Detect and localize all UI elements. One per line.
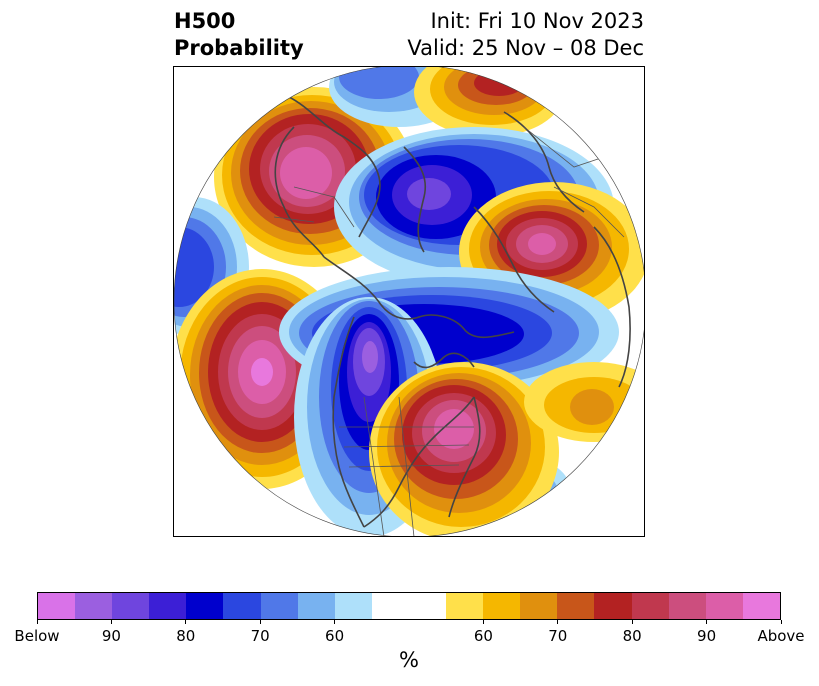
colorbar-segment	[75, 593, 113, 619]
colorbar-segment	[631, 593, 669, 619]
map-panel	[173, 66, 645, 537]
colorbar-segment	[483, 593, 521, 619]
colorbar-tick-mark	[185, 620, 187, 624]
title-quantity: Probability	[174, 36, 304, 60]
colorbar-segment	[520, 593, 558, 619]
colorbar-segment	[557, 593, 595, 619]
chart-title-left: H500 Probability	[174, 8, 304, 62]
colorbar-tick-mark	[259, 620, 261, 624]
colorbar	[37, 592, 781, 620]
chart-title-right: Init: Fri 10 Nov 2023 Valid: 25 Nov – 08…	[407, 8, 644, 62]
colorbar-tick-mark	[110, 620, 112, 624]
colorbar-tick-label: 70	[250, 627, 270, 645]
anomaly-above-eastna	[369, 362, 559, 536]
colorbar-segment	[446, 593, 484, 619]
colorbar-segment	[371, 593, 409, 619]
probability-map	[174, 67, 644, 536]
colorbar-segment	[112, 593, 150, 619]
colorbar-tick-label: 90	[697, 627, 717, 645]
colorbar-segment	[149, 593, 187, 619]
colorbar-segment	[186, 593, 224, 619]
colorbar-segment	[594, 593, 632, 619]
colorbar-label: %	[399, 648, 419, 672]
colorbar-segment	[742, 593, 780, 619]
colorbar-tick-mark	[780, 620, 782, 624]
colorbar-tick-label: Below	[14, 627, 60, 645]
title-init-date: Init: Fri 10 Nov 2023	[430, 9, 644, 33]
anomaly-above-atlantic	[524, 362, 644, 442]
colorbar-tick-label: 80	[622, 627, 642, 645]
colorbar-tick-label: 60	[473, 627, 493, 645]
colorbar-segment	[408, 593, 447, 619]
colorbar-segment	[260, 593, 298, 619]
title-variable: H500	[174, 9, 236, 33]
coastlines	[274, 96, 631, 528]
title-valid-range: Valid: 25 Nov – 08 Dec	[407, 36, 644, 60]
colorbar-tick-label: 80	[176, 627, 196, 645]
colorbar-tick-label: Above	[757, 627, 805, 645]
colorbar-tick-mark	[36, 620, 38, 624]
colorbar-tick-label: 70	[548, 627, 568, 645]
colorbar-segment	[297, 593, 335, 619]
colorbar-tick-mark	[706, 620, 708, 624]
colorbar-segment	[668, 593, 706, 619]
colorbar-segment	[705, 593, 743, 619]
colorbar-tick-label: 90	[101, 627, 121, 645]
colorbar-segment	[223, 593, 261, 619]
colorbar-tick-mark	[631, 620, 633, 624]
map-disk	[174, 67, 644, 536]
colorbar-tick-mark	[482, 620, 484, 624]
colorbar-segment	[38, 593, 76, 619]
borders	[273, 126, 625, 536]
colorbar-tick-label: 60	[325, 627, 345, 645]
colorbar-tick-mark	[557, 620, 559, 624]
colorbar-tick-mark	[334, 620, 336, 624]
colorbar-segment	[334, 593, 372, 619]
